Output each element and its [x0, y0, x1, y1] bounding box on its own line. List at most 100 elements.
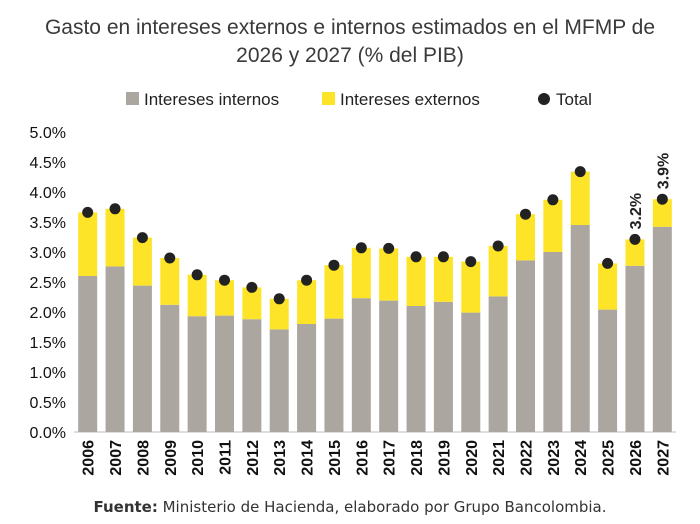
bar-internos-2020 [461, 312, 481, 432]
bar-internos-2013 [269, 329, 289, 432]
x-axis: 2006 2007 2008 2009 2010 2011 2012 2013 2014 2015… [81, 440, 673, 476]
y-tick-label: 4.5% [30, 155, 66, 172]
data-labels: 3.2% 3.9% [628, 153, 672, 230]
marker-total-2009 [164, 252, 176, 264]
chart-title-line1: Gasto en intereses externos e internos e… [45, 16, 655, 39]
marker-total-2007 [109, 203, 121, 215]
legend-swatch-internos [126, 92, 139, 105]
bar-externos-2009 [160, 258, 180, 305]
y-tick-label: 2.5% [30, 275, 66, 292]
legend-label-total: Total [556, 90, 592, 109]
marker-total-2022 [520, 208, 531, 220]
bar-externos-2008 [132, 237, 152, 286]
x-tick-label-2006: 2006 [81, 440, 98, 476]
bar-externos-2022 [516, 214, 535, 261]
bar-externos-2006 [78, 212, 98, 276]
chart-title-line2: 2026 y 2027 (% del PIB) [236, 44, 464, 67]
bar-internos-2025 [598, 309, 618, 432]
x-tick-label-2020: 2020 [464, 440, 481, 476]
y-tick-label: 3.0% [30, 245, 66, 262]
bar-externos-2027 [652, 199, 672, 227]
x-tick-label-2026: 2026 [628, 440, 645, 476]
x-tick-label-2013: 2013 [272, 440, 289, 476]
bar-externos-2013 [269, 298, 289, 330]
bar-externos-2017 [379, 248, 399, 301]
y-tick-label: 0.5% [30, 395, 66, 412]
x-tick-label-2019: 2019 [436, 440, 453, 476]
x-tick-label-2016: 2016 [354, 440, 371, 476]
marker-total-2026 [629, 233, 641, 245]
marker-total-2025 [602, 257, 614, 269]
x-tick-label-2025: 2025 [601, 440, 618, 476]
bar-internos-2012 [242, 319, 262, 432]
bar-externos-2020 [461, 261, 481, 313]
marker-total-2017 [383, 242, 395, 254]
bar-internos-2008 [132, 285, 152, 432]
x-tick-label-2024: 2024 [573, 440, 590, 476]
marker-total-2008 [136, 232, 148, 244]
bar-internos-2011 [215, 315, 234, 432]
x-tick-label-2015: 2015 [327, 440, 344, 476]
bar-internos-2007 [105, 266, 125, 432]
bar-externos-2026 [625, 239, 645, 266]
source-label: Fuente: [93, 498, 157, 516]
bar-internos-2009 [160, 304, 180, 432]
marker-total-2027 [656, 193, 668, 205]
bar-internos-2016 [351, 298, 371, 432]
source-note: Fuente: Ministerio de Hacienda, elaborad… [93, 498, 606, 516]
marker-total-2010 [191, 269, 203, 281]
marker-total-2012 [246, 281, 258, 293]
total-markers [82, 166, 668, 305]
legend-swatch-externos [322, 92, 335, 105]
x-tick-label-2010: 2010 [190, 440, 207, 476]
marker-total-2006 [82, 206, 94, 218]
bar-externos-2015 [324, 265, 344, 319]
marker-total-2014 [301, 274, 313, 286]
marker-total-2018 [410, 251, 422, 263]
x-tick-label-2009: 2009 [163, 440, 180, 476]
y-axis: 0.0% 0.5% 1.0% 1.5% 2.0% 2.5% 3.0% 3.5% 4.0% 4.5%… [30, 125, 66, 442]
y-tick-label: 4.0% [30, 185, 66, 202]
y-tick-label: 0.0% [30, 425, 66, 442]
y-tick-label: 5.0% [30, 125, 66, 142]
x-tick-label-2027: 2027 [655, 440, 672, 476]
bar-externos-2014 [297, 280, 317, 324]
legend-label-internos: Intereses internos [144, 90, 279, 109]
marker-total-2019 [437, 251, 449, 263]
bar-internos-2022 [516, 260, 535, 432]
bar-externos-2025 [598, 263, 618, 310]
marker-total-2024 [574, 166, 586, 178]
bars [78, 171, 672, 432]
bar-externos-2021 [488, 246, 508, 297]
marker-total-2021 [492, 240, 504, 252]
bar-externos-2011 [215, 280, 234, 316]
bar-internos-2027 [652, 226, 672, 432]
source-text: Ministerio de Hacienda, elaborado por Gr… [158, 498, 607, 516]
data-label-2026: 3.2% [628, 193, 645, 229]
legend-label-externos: Intereses externos [340, 90, 480, 109]
x-tick-label-2014: 2014 [300, 440, 317, 476]
bar-externos-2007 [105, 208, 125, 267]
bar-internos-2019 [433, 301, 453, 432]
bar-internos-2024 [570, 225, 590, 432]
bar-internos-2026 [625, 265, 645, 432]
marker-total-2013 [273, 293, 285, 305]
x-tick-label-2021: 2021 [491, 440, 508, 476]
bar-internos-2006 [78, 276, 98, 432]
x-tick-label-2022: 2022 [519, 440, 536, 476]
bar-externos-2019 [433, 256, 453, 302]
x-tick-label-2012: 2012 [245, 440, 262, 476]
x-tick-label-2007: 2007 [108, 440, 125, 476]
y-tick-label: 1.5% [30, 335, 66, 352]
x-tick-label-2008: 2008 [135, 440, 152, 476]
bar-externos-2023 [543, 199, 563, 252]
bar-internos-2010 [187, 316, 207, 432]
x-tick-label-2017: 2017 [382, 440, 399, 476]
legend: Intereses internos Intereses externos To… [126, 90, 592, 109]
bar-internos-2015 [324, 318, 344, 432]
bar-internos-2017 [379, 300, 399, 432]
bar-internos-2023 [543, 252, 563, 432]
bar-externos-2016 [351, 247, 371, 299]
marker-total-2016 [355, 242, 367, 254]
